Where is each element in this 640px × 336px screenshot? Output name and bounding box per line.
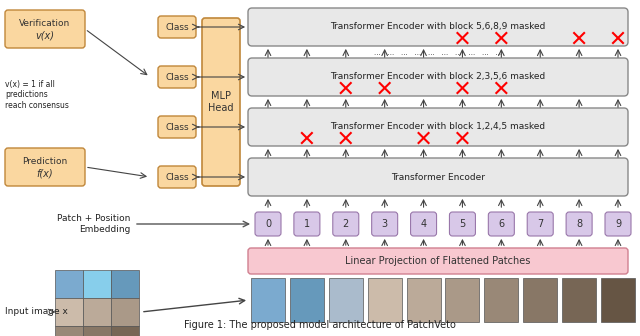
FancyBboxPatch shape xyxy=(255,212,281,236)
FancyBboxPatch shape xyxy=(488,212,515,236)
Bar xyxy=(290,278,324,322)
FancyBboxPatch shape xyxy=(5,148,85,186)
Text: 3: 3 xyxy=(381,219,388,229)
FancyBboxPatch shape xyxy=(294,212,320,236)
FancyBboxPatch shape xyxy=(248,158,628,196)
Text: Transformer Encoder with block 5,6,8,9 masked: Transformer Encoder with block 5,6,8,9 m… xyxy=(330,23,546,32)
Text: 4: 4 xyxy=(420,219,427,229)
Text: f(x): f(x) xyxy=(36,168,53,178)
FancyBboxPatch shape xyxy=(158,16,196,38)
Bar xyxy=(406,278,440,322)
Bar xyxy=(251,278,285,322)
Text: Class: Class xyxy=(165,23,189,32)
Bar xyxy=(55,270,83,298)
FancyBboxPatch shape xyxy=(248,248,628,274)
Text: 0: 0 xyxy=(265,219,271,229)
Text: 2: 2 xyxy=(342,219,349,229)
FancyBboxPatch shape xyxy=(158,66,196,88)
Text: 8: 8 xyxy=(576,219,582,229)
Text: Verification: Verification xyxy=(19,18,70,28)
FancyBboxPatch shape xyxy=(527,212,553,236)
Text: 7: 7 xyxy=(537,219,543,229)
Bar xyxy=(83,298,111,326)
Text: v(x): v(x) xyxy=(35,30,54,40)
Text: 5: 5 xyxy=(460,219,465,229)
Text: ...   ...   ...   ...   ...   ...   ...   ...   ...   ...: ... ... ... ... ... ... ... ... ... ... xyxy=(374,50,502,56)
Bar xyxy=(601,278,635,322)
Text: 9: 9 xyxy=(615,219,621,229)
Bar xyxy=(329,278,363,322)
FancyBboxPatch shape xyxy=(410,212,436,236)
Text: Linear Projection of Flattened Patches: Linear Projection of Flattened Patches xyxy=(346,256,531,266)
Text: Figure 1: The proposed model architecture of PatchVeto: Figure 1: The proposed model architectur… xyxy=(184,320,456,330)
FancyBboxPatch shape xyxy=(372,212,397,236)
Bar xyxy=(111,270,139,298)
Bar xyxy=(111,298,139,326)
Text: Prediction: Prediction xyxy=(22,157,68,166)
Text: Patch + Position
Embedding: Patch + Position Embedding xyxy=(56,214,130,234)
FancyBboxPatch shape xyxy=(605,212,631,236)
Text: MLP
Head: MLP Head xyxy=(208,91,234,113)
FancyBboxPatch shape xyxy=(158,166,196,188)
Text: Class: Class xyxy=(165,73,189,82)
Bar xyxy=(562,278,596,322)
Bar xyxy=(524,278,557,322)
Text: 6: 6 xyxy=(499,219,504,229)
FancyBboxPatch shape xyxy=(566,212,592,236)
Text: Class: Class xyxy=(165,123,189,131)
Text: Transformer Encoder with block 2,3,5,6 masked: Transformer Encoder with block 2,3,5,6 m… xyxy=(330,73,546,82)
Text: 1: 1 xyxy=(304,219,310,229)
FancyBboxPatch shape xyxy=(248,58,628,96)
FancyBboxPatch shape xyxy=(248,8,628,46)
Text: Transformer Encoder: Transformer Encoder xyxy=(391,172,485,181)
FancyBboxPatch shape xyxy=(5,10,85,48)
Text: Transformer Encoder with block 1,2,4,5 masked: Transformer Encoder with block 1,2,4,5 m… xyxy=(330,123,545,131)
Bar xyxy=(484,278,518,322)
FancyBboxPatch shape xyxy=(202,18,240,186)
FancyBboxPatch shape xyxy=(158,116,196,138)
Bar xyxy=(55,298,83,326)
Bar xyxy=(111,326,139,336)
Bar xyxy=(445,278,479,322)
Bar xyxy=(83,270,111,298)
Text: Input image x: Input image x xyxy=(5,307,68,317)
Text: Class: Class xyxy=(165,172,189,181)
FancyBboxPatch shape xyxy=(333,212,359,236)
Bar xyxy=(83,326,111,336)
FancyBboxPatch shape xyxy=(248,108,628,146)
FancyBboxPatch shape xyxy=(449,212,476,236)
Bar xyxy=(367,278,402,322)
Text: v(x) = 1 if all
predictions
reach consensus: v(x) = 1 if all predictions reach consen… xyxy=(5,80,69,110)
Bar xyxy=(55,326,83,336)
